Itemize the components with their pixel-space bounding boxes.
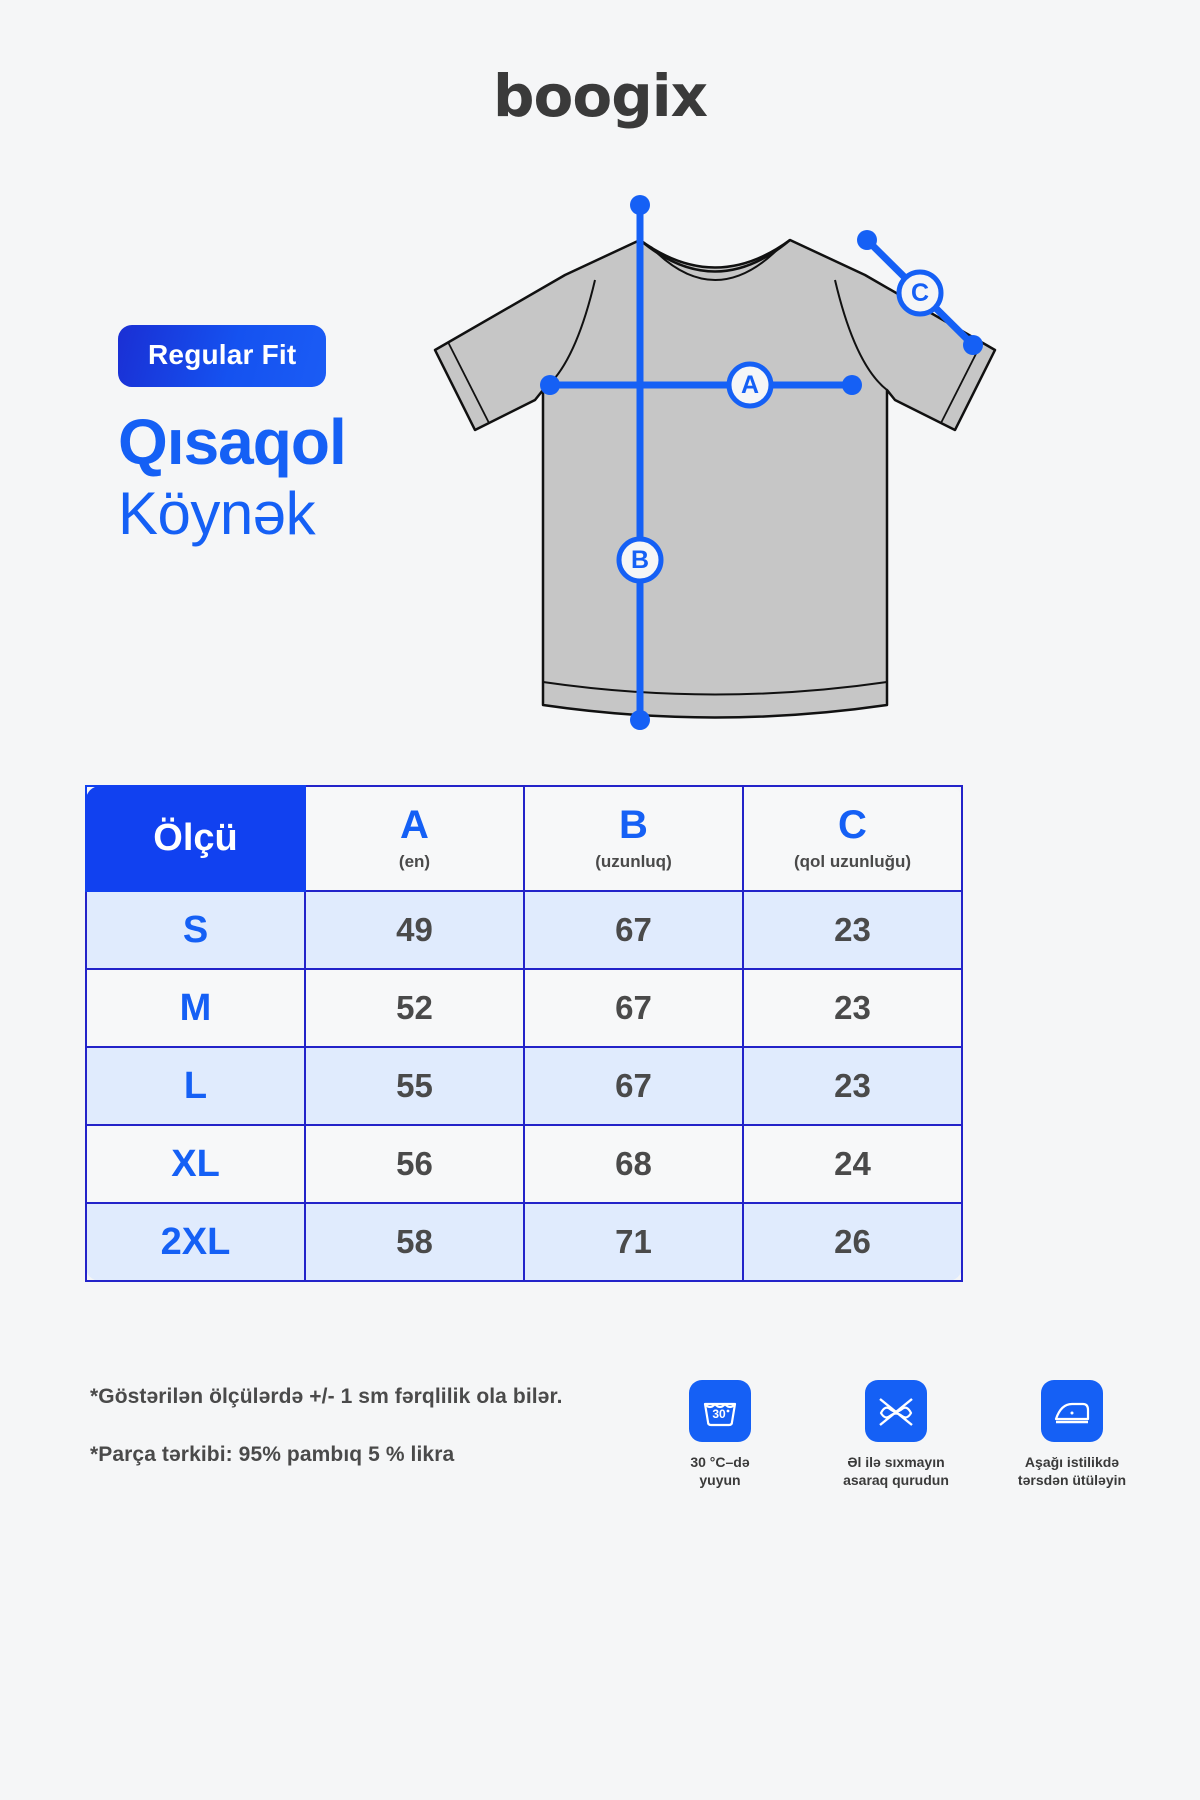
- table-row: S 49 67 23: [85, 890, 963, 970]
- cell-size: M: [85, 968, 306, 1048]
- footer-note-composition: *Parça tərkibi: 95% pambıq 5 % likra: [90, 1443, 455, 1466]
- wash-temp-value: 30: [712, 1407, 726, 1421]
- footer-note-tolerance: *Göstərilən ölçülərdə +/- 1 sm fərqlilik…: [90, 1385, 563, 1408]
- cell-a: 58: [304, 1202, 525, 1282]
- header-a-letter: A: [400, 803, 429, 847]
- point-b-top: [630, 195, 650, 215]
- cell-a: 56: [304, 1124, 525, 1204]
- table-header-row: Ölçü A (en) B (uzunluq) C (qol uzunluğu): [85, 785, 963, 892]
- marker-a: A: [726, 361, 774, 409]
- product-title-line2: Köynək: [118, 480, 316, 548]
- cell-size: XL: [85, 1124, 306, 1204]
- table-row: 2XL 58 71 26: [85, 1202, 963, 1282]
- header-c: C (qol uzunluğu): [742, 785, 963, 892]
- header-b-letter: B: [619, 803, 648, 847]
- tshirt-measurement-diagram: A B C: [415, 185, 1015, 755]
- cell-c: 24: [742, 1124, 963, 1204]
- cell-size: 2XL: [85, 1202, 306, 1282]
- cell-a: 49: [304, 890, 525, 970]
- cell-c: 23: [742, 890, 963, 970]
- cell-b: 67: [523, 1046, 744, 1126]
- header-a: A (en): [304, 785, 525, 892]
- product-info: Regular Fit Qısaqol Köynək: [118, 325, 478, 545]
- brand-logo: boogix: [492, 62, 708, 130]
- brand-header: boogix: [0, 62, 1200, 130]
- cell-b: 67: [523, 890, 744, 970]
- point-a-right: [842, 375, 862, 395]
- cell-size: S: [85, 890, 306, 970]
- cell-c: 26: [742, 1202, 963, 1282]
- do-not-wring-icon: [865, 1380, 927, 1442]
- marker-b-label: B: [631, 546, 649, 574]
- product-title-line1: Qısaqol: [118, 406, 347, 478]
- care-instructions: 30 30 °C–də yuyun Əl ilə sıxmayın asaraq q…: [660, 1380, 1132, 1490]
- point-c-shoulder: [857, 230, 877, 250]
- header-c-note: (qol uzunluğu): [793, 852, 912, 871]
- cell-b: 71: [523, 1202, 744, 1282]
- point-c-cuff: [963, 335, 983, 355]
- table-row: M 52 67 23: [85, 968, 963, 1048]
- marker-a-label: A: [741, 371, 759, 399]
- low-heat-iron-icon: [1041, 1380, 1103, 1442]
- fit-badge: Regular Fit: [118, 325, 327, 387]
- header-c-letter: C: [838, 803, 867, 847]
- care-item-no-wring: Əl ilə sıxmayın asaraq qurudun: [836, 1380, 956, 1490]
- header-b-note: (uzunluq): [595, 852, 672, 871]
- marker-c: C: [896, 269, 944, 317]
- cell-c: 23: [742, 1046, 963, 1126]
- cell-a: 52: [304, 968, 525, 1048]
- care-item-iron: Aşağı istilikdə tərsdən ütüləyin: [1012, 1380, 1132, 1490]
- point-b-bottom: [630, 710, 650, 730]
- cell-b: 68: [523, 1124, 744, 1204]
- care-label-wash: 30 °C–də yuyun: [690, 1454, 750, 1489]
- marker-b: B: [616, 536, 664, 584]
- measurement-points: [540, 195, 983, 730]
- header-a-note: (en): [398, 852, 431, 871]
- wash-30-icon: 30: [689, 1380, 751, 1442]
- header-size: Ölçü: [85, 785, 306, 892]
- table-row: L 55 67 23: [85, 1046, 963, 1126]
- size-table-container: Ölçü A (en) B (uzunluq) C (qol uzunluğu)…: [85, 785, 963, 1282]
- care-label-iron: Aşağı istilikdə tərsdən ütüləyin: [1017, 1454, 1127, 1489]
- cell-b: 67: [523, 968, 744, 1048]
- table-row: XL 56 68 24: [85, 1124, 963, 1204]
- tshirt-illustration: [433, 238, 997, 719]
- care-item-wash: 30 30 °C–də yuyun: [660, 1380, 780, 1490]
- care-label-no-wring: Əl ilə sıxmayın asaraq qurudun: [843, 1454, 949, 1489]
- footer-notes: *Göstərilən ölçülərdə +/- 1 sm fərqlilik…: [90, 1385, 650, 1501]
- header-b: B (uzunluq): [523, 785, 744, 892]
- point-a-left: [540, 375, 560, 395]
- cell-size: L: [85, 1046, 306, 1126]
- size-chart-table: Ölçü A (en) B (uzunluq) C (qol uzunluğu)…: [85, 785, 963, 1282]
- header-size-label: Ölçü: [153, 817, 238, 859]
- cell-a: 55: [304, 1046, 525, 1126]
- marker-c-label: C: [911, 279, 929, 307]
- cell-c: 23: [742, 968, 963, 1048]
